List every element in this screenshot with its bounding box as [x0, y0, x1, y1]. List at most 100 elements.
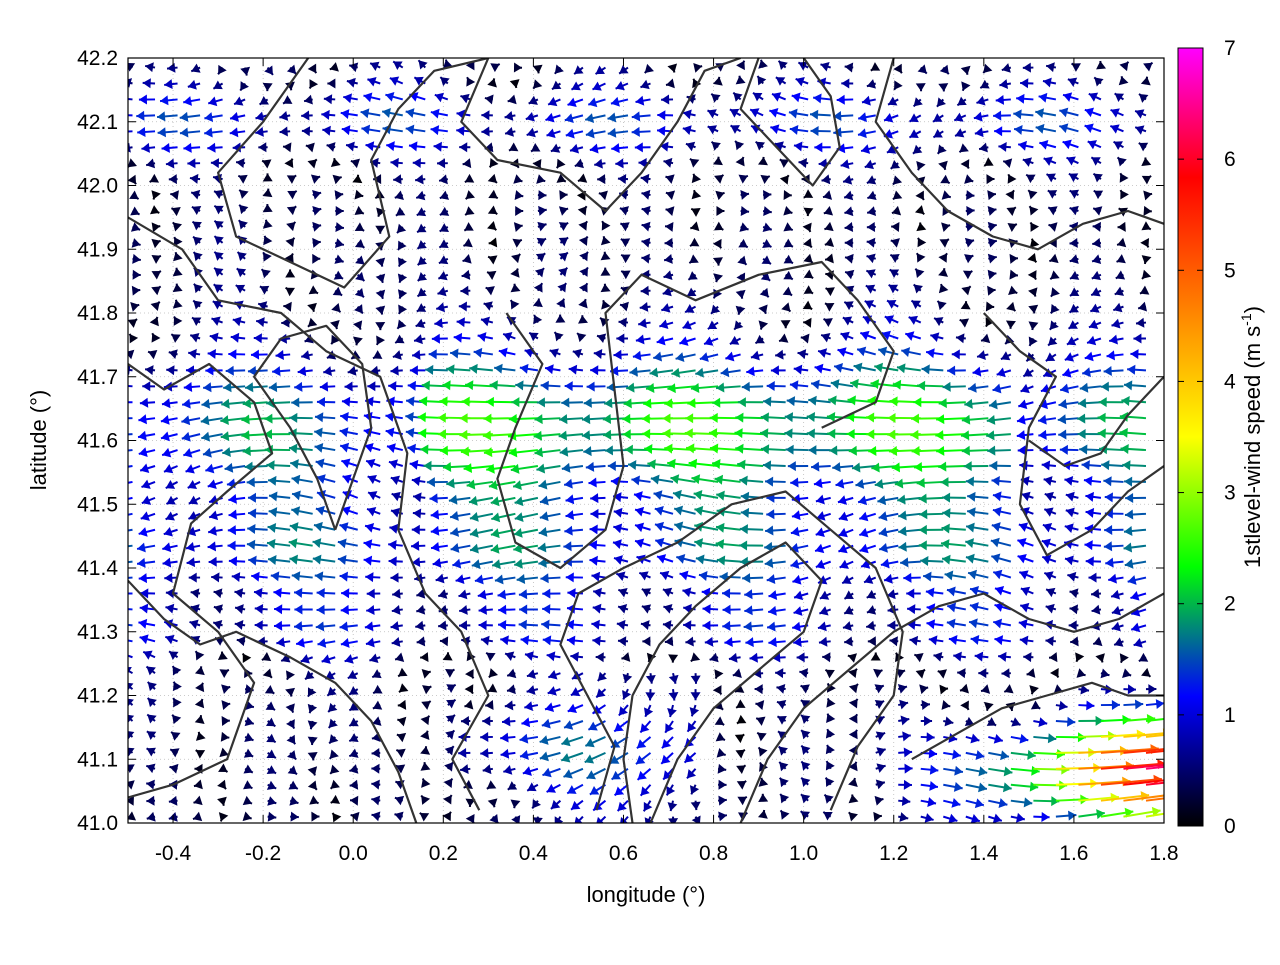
wind-vector — [437, 287, 447, 297]
wind-vector — [1050, 270, 1059, 279]
wind-vector — [173, 666, 182, 675]
wind-vector — [498, 605, 515, 615]
wind-vector — [1118, 222, 1126, 232]
wind-vector — [286, 719, 295, 728]
wind-vector — [876, 763, 886, 773]
wind-vector — [431, 109, 448, 119]
wind-vector — [416, 605, 425, 615]
wind-vector — [420, 762, 430, 771]
wind-vector — [993, 619, 1011, 629]
wind-vector — [191, 588, 200, 598]
wind-vector — [234, 96, 245, 105]
wind-vector — [738, 397, 763, 407]
wind-vector — [744, 621, 763, 631]
wind-vector — [1070, 271, 1079, 280]
wind-vector — [1056, 717, 1075, 727]
wind-vector — [1136, 318, 1146, 328]
wind-vector — [632, 127, 651, 137]
wind-vector — [596, 688, 605, 697]
wind-vector — [312, 222, 321, 232]
wind-vector — [758, 810, 768, 819]
wind-vector — [341, 109, 358, 119]
wind-vector — [871, 653, 881, 661]
wind-vector — [555, 332, 564, 341]
wind-vector — [820, 591, 831, 600]
wind-vector — [1004, 684, 1013, 693]
wind-vector — [875, 700, 884, 709]
wind-vector — [632, 111, 651, 121]
wind-vector — [557, 159, 566, 168]
wind-vector — [1064, 476, 1078, 486]
wind-vector — [641, 238, 650, 248]
wind-vector — [395, 796, 404, 805]
wind-vector — [578, 174, 587, 183]
wind-vector — [939, 398, 966, 408]
wind-vector — [736, 765, 745, 774]
wind-vector — [367, 381, 380, 391]
wind-vector — [188, 349, 200, 359]
wind-vector — [503, 765, 515, 775]
wind-vector — [392, 589, 403, 599]
wind-vector — [833, 111, 853, 121]
wind-vector — [921, 797, 936, 807]
y-tick-label: 42.2 — [77, 47, 118, 70]
wind-vector — [700, 352, 718, 362]
wind-vector — [579, 267, 588, 276]
wind-vector — [349, 764, 358, 774]
wind-vector — [970, 602, 988, 612]
wind-vector — [616, 81, 628, 90]
wind-vector — [879, 527, 898, 537]
wind-vector — [189, 496, 200, 505]
wind-vector — [446, 478, 470, 488]
wind-vector — [590, 493, 605, 503]
wind-vector — [1036, 124, 1056, 134]
wind-vector — [1033, 717, 1047, 727]
wind-vector — [938, 253, 947, 262]
wind-vector — [801, 730, 810, 739]
wind-vector — [286, 222, 295, 231]
wind-vector — [824, 795, 833, 804]
wind-vector — [1111, 108, 1124, 117]
wind-vector — [690, 159, 699, 168]
wind-vector — [550, 349, 561, 358]
wind-vector — [729, 653, 741, 663]
wind-vector — [413, 492, 425, 502]
wind-vector — [248, 556, 267, 566]
wind-vector — [328, 703, 337, 712]
wind-vector — [1085, 352, 1101, 362]
wind-vector — [685, 637, 695, 647]
wind-vector — [738, 239, 747, 247]
wind-vector — [1143, 206, 1151, 216]
wind-vector — [1067, 156, 1079, 165]
wind-vector — [119, 381, 133, 391]
wind-vector — [487, 271, 496, 280]
wind-vector — [173, 300, 183, 309]
wind-vector — [436, 574, 448, 584]
wind-vector — [444, 762, 453, 771]
colorbar-tick-label: 3 — [1224, 482, 1236, 505]
wind-vector — [508, 95, 517, 105]
wind-vector — [367, 507, 380, 516]
wind-vector — [341, 638, 358, 648]
wind-vector — [991, 554, 1011, 564]
wind-vector — [987, 190, 996, 200]
wind-vector — [583, 446, 605, 456]
wind-vector — [505, 652, 515, 661]
wind-vector — [236, 285, 245, 294]
wind-vector — [653, 352, 673, 362]
wind-vector — [738, 175, 747, 184]
wind-vector — [254, 333, 268, 343]
wind-vector — [616, 334, 628, 344]
wind-vector — [635, 538, 650, 548]
wind-vector — [346, 142, 358, 152]
wind-vector — [613, 350, 628, 360]
wind-vector — [997, 368, 1011, 378]
wind-vector — [676, 554, 695, 564]
wind-vector — [739, 476, 763, 486]
wind-vector — [608, 461, 628, 471]
wind-vector — [485, 700, 493, 710]
wind-vector — [787, 396, 808, 406]
wind-vector — [921, 700, 930, 710]
wind-vector — [181, 415, 200, 425]
wind-vector — [1042, 460, 1056, 470]
